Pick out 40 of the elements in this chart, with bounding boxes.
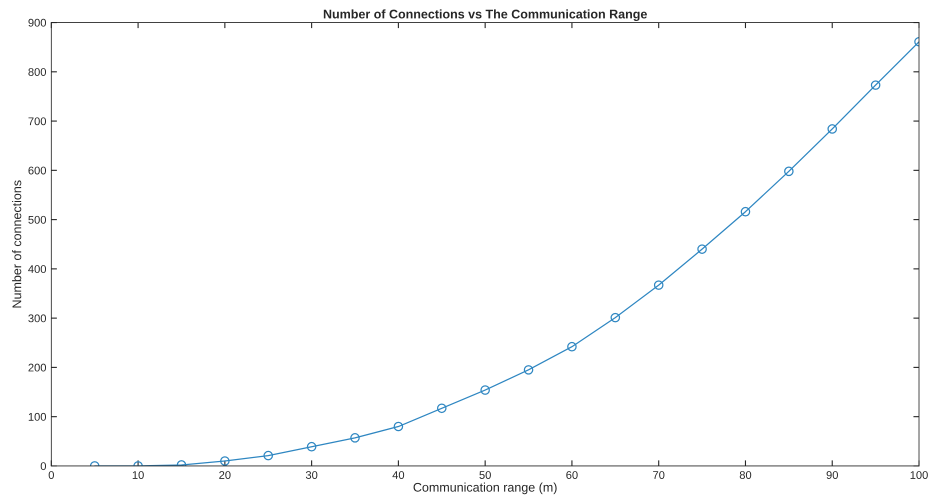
point	[567, 342, 577, 352]
chart-title: Number of Connections vs The Communication Range	[324, 9, 647, 22]
y-tick-label: 500	[28, 216, 46, 224]
y-axis-title: Number of connections	[12, 180, 22, 308]
x-axis-title: Communication range (m)	[414, 482, 557, 494]
point	[306, 442, 316, 452]
y-tick-label: 800	[28, 68, 46, 76]
point	[350, 433, 360, 443]
point	[263, 450, 274, 460]
x-tick-label: 30	[306, 471, 318, 479]
point	[827, 124, 838, 134]
point	[784, 166, 794, 176]
x-tick-label: 10	[132, 471, 144, 479]
point	[220, 456, 230, 466]
point	[610, 312, 620, 322]
y-tick-label: 600	[28, 166, 46, 174]
point	[870, 80, 880, 90]
y-tick-label: 100	[28, 412, 46, 421]
y-tick-label: 700	[28, 117, 46, 126]
point	[654, 280, 664, 290]
point	[524, 365, 534, 375]
y-tick-label: 200	[28, 364, 46, 372]
point	[480, 385, 490, 395]
point	[697, 244, 707, 254]
x-tick-label: 100	[910, 471, 928, 479]
y-tick-label: 400	[28, 265, 46, 274]
x-tick-label: 70	[653, 471, 664, 479]
x-tick-label: 80	[740, 471, 752, 479]
x-tick-label: 40	[392, 471, 404, 479]
x-tick-label: 50	[479, 471, 491, 479]
y-tick-label: 300	[28, 314, 46, 322]
point	[436, 404, 447, 414]
x-tick-label: 0	[48, 471, 54, 479]
x-tick-label: 60	[566, 471, 578, 479]
point	[394, 422, 404, 432]
point	[740, 206, 750, 217]
x-tick-label: 20	[219, 471, 231, 479]
y-tick-label: 0	[40, 462, 46, 470]
y-tick-label: 900	[28, 18, 46, 27]
x-tick-label: 90	[826, 471, 838, 479]
